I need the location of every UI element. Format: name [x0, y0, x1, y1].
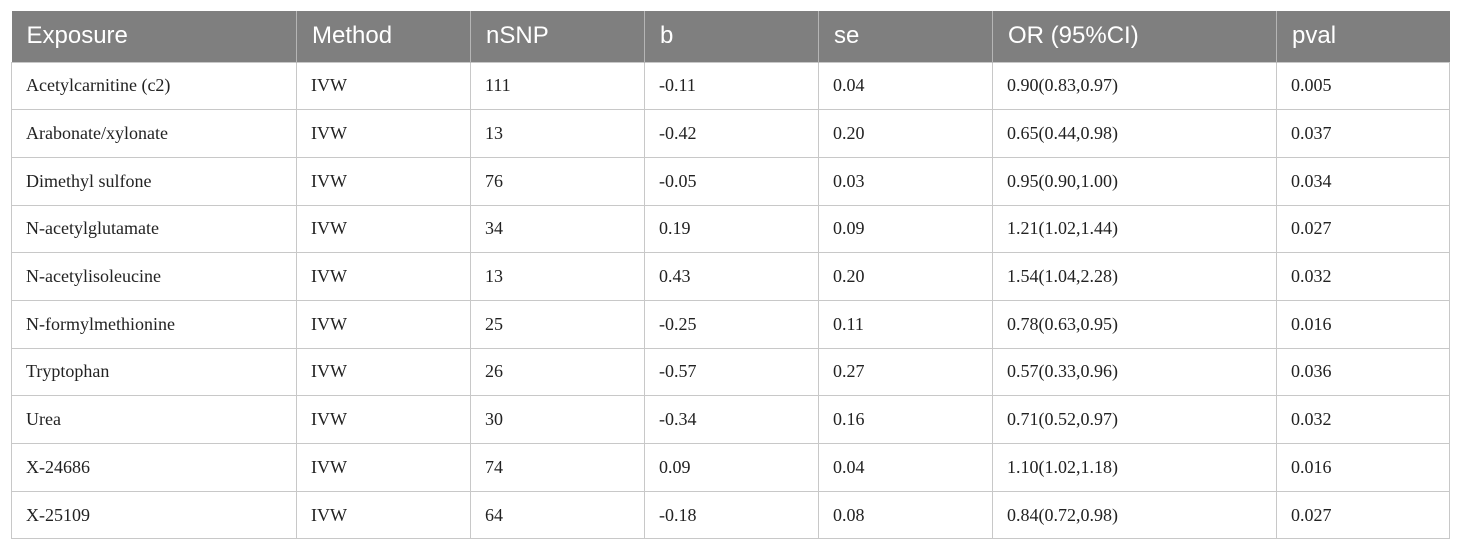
cell-se: 0.27	[818, 347, 993, 397]
cell-exposure: Tryptophan	[11, 347, 297, 397]
cell-exposure: Urea	[11, 395, 297, 444]
cell-se: 0.04	[818, 61, 993, 111]
cell-or-ci: 0.71(0.52,0.97)	[992, 395, 1277, 444]
cell-method: IVW	[296, 109, 471, 158]
cell-exposure: N-acetylglutamate	[11, 204, 297, 254]
cell-b: -0.57	[644, 347, 819, 397]
cell-method: IVW	[296, 204, 471, 254]
table-row: N-acetylisoleucine IVW 13 0.43 0.20 1.54(1.04…	[11, 252, 1450, 301]
cell-pval: 0.027	[1276, 490, 1450, 540]
cell-nsnp: 13	[470, 109, 645, 158]
cell-se: 0.08	[818, 490, 993, 540]
header-exposure: Exposure	[11, 11, 297, 62]
cell-pval: 0.016	[1276, 443, 1450, 492]
cell-b: 0.43	[644, 252, 819, 301]
cell-pval: 0.034	[1276, 156, 1450, 206]
table-row: Acetylcarnitine (c2) IVW 111 -0.11 0.04 0.90(…	[11, 61, 1450, 111]
cell-or-ci: 0.78(0.63,0.95)	[992, 299, 1277, 349]
header-b: b	[644, 11, 819, 62]
cell-or-ci: 1.21(1.02,1.44)	[992, 204, 1277, 254]
header-se: se	[818, 11, 993, 62]
cell-method: IVW	[296, 156, 471, 206]
table-row: X-24686 IVW 74 0.09 0.04 1.10(1.02,1.18) 0.016	[11, 443, 1450, 492]
cell-b: -0.34	[644, 395, 819, 444]
cell-b: -0.05	[644, 156, 819, 206]
table-row: N-acetylglutamate IVW 34 0.19 0.09 1.21(1.02,…	[11, 204, 1450, 254]
cell-exposure: X-25109	[11, 490, 297, 540]
cell-or-ci: 0.90(0.83,0.97)	[992, 61, 1277, 111]
cell-nsnp: 111	[470, 61, 645, 111]
cell-b: 0.19	[644, 204, 819, 254]
cell-method: IVW	[296, 443, 471, 492]
cell-method: IVW	[296, 347, 471, 397]
cell-pval: 0.032	[1276, 252, 1450, 301]
cell-or-ci: 0.57(0.33,0.96)	[992, 347, 1277, 397]
table-row: Tryptophan IVW 26 -0.57 0.27 0.57(0.33,0.96) 0…	[11, 347, 1450, 397]
cell-se: 0.11	[818, 299, 993, 349]
cell-method: IVW	[296, 61, 471, 111]
cell-exposure: N-formylmethionine	[11, 299, 297, 349]
cell-or-ci: 0.65(0.44,0.98)	[992, 109, 1277, 158]
cell-method: IVW	[296, 395, 471, 444]
table-body: Acetylcarnitine (c2) IVW 111 -0.11 0.04 0.90(…	[11, 61, 1450, 540]
cell-method: IVW	[296, 252, 471, 301]
cell-nsnp: 64	[470, 490, 645, 540]
cell-nsnp: 76	[470, 156, 645, 206]
cell-pval: 0.032	[1276, 395, 1450, 444]
cell-se: 0.03	[818, 156, 993, 206]
cell-or-ci: 0.84(0.72,0.98)	[992, 490, 1277, 540]
cell-b: -0.42	[644, 109, 819, 158]
cell-exposure: Arabonate/xylonate	[11, 109, 297, 158]
cell-pval: 0.036	[1276, 347, 1450, 397]
cell-method: IVW	[296, 299, 471, 349]
header-or-ci: OR (95%CI)	[992, 11, 1277, 62]
table-row: N-formylmethionine IVW 25 -0.25 0.11 0.78(0.6…	[11, 299, 1450, 349]
table-row: Arabonate/xylonate IVW 13 -0.42 0.20 0.65(0.4…	[11, 109, 1450, 158]
cell-exposure: Dimethyl sulfone	[11, 156, 297, 206]
cell-pval: 0.027	[1276, 204, 1450, 254]
table-row: Urea IVW 30 -0.34 0.16 0.71(0.52,0.97) 0.032	[11, 395, 1450, 444]
cell-pval: 0.037	[1276, 109, 1450, 158]
header-pval: pval	[1276, 11, 1450, 62]
cell-nsnp: 26	[470, 347, 645, 397]
cell-se: 0.20	[818, 252, 993, 301]
cell-se: 0.04	[818, 443, 993, 492]
cell-nsnp: 13	[470, 252, 645, 301]
header-nsnp: nSNP	[470, 11, 645, 62]
cell-b: -0.18	[644, 490, 819, 540]
cell-nsnp: 34	[470, 204, 645, 254]
cell-nsnp: 25	[470, 299, 645, 349]
cell-b: -0.25	[644, 299, 819, 349]
cell-b: -0.11	[644, 61, 819, 111]
cell-pval: 0.016	[1276, 299, 1450, 349]
cell-nsnp: 30	[470, 395, 645, 444]
cell-or-ci: 1.54(1.04,2.28)	[992, 252, 1277, 301]
cell-exposure: X-24686	[11, 443, 297, 492]
cell-pval: 0.005	[1276, 61, 1450, 111]
results-table: Exposure Method nSNP b se OR (95%CI) pva…	[11, 11, 1450, 540]
header-row: Exposure Method nSNP b se OR (95%CI) pva…	[11, 11, 1450, 62]
table-header: Exposure Method nSNP b se OR (95%CI) pva…	[11, 11, 1450, 62]
cell-b: 0.09	[644, 443, 819, 492]
cell-method: IVW	[296, 490, 471, 540]
cell-se: 0.16	[818, 395, 993, 444]
table-row: X-25109 IVW 64 -0.18 0.08 0.84(0.72,0.98) 0.02…	[11, 490, 1450, 540]
cell-or-ci: 0.95(0.90,1.00)	[992, 156, 1277, 206]
cell-se: 0.09	[818, 204, 993, 254]
cell-or-ci: 1.10(1.02,1.18)	[992, 443, 1277, 492]
cell-se: 0.20	[818, 109, 993, 158]
cell-nsnp: 74	[470, 443, 645, 492]
cell-exposure: N-acetylisoleucine	[11, 252, 297, 301]
cell-exposure: Acetylcarnitine (c2)	[11, 61, 297, 111]
header-method: Method	[296, 11, 471, 62]
table-row: Dimethyl sulfone IVW 76 -0.05 0.03 0.95(0.90,…	[11, 156, 1450, 206]
results-table-container: Exposure Method nSNP b se OR (95%CI) pva…	[11, 11, 1450, 540]
